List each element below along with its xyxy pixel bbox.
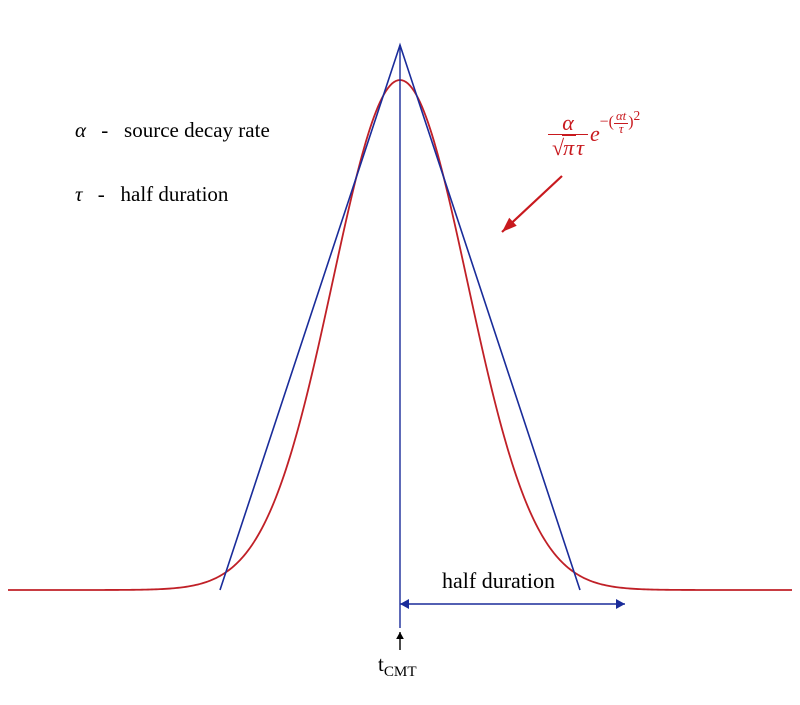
formula-exponent: −(αtτ)2	[600, 108, 641, 135]
legend-tau: τ - half duration	[75, 182, 228, 207]
legend-tau-symbol: τ	[75, 182, 93, 206]
half-duration-label: half duration	[442, 568, 555, 594]
legend-alpha-text: source decay rate	[124, 118, 270, 142]
formula-coeff-fraction: α √πτ	[548, 111, 588, 160]
legend-alpha-symbol: α	[75, 118, 96, 142]
tcmt-label: tCMT	[378, 652, 417, 681]
half-duration-arrow-left	[400, 599, 409, 609]
legend-alpha: α - source decay rate	[75, 118, 270, 143]
diagram-canvas	[0, 0, 800, 705]
legend-tau-text: half duration	[121, 182, 229, 206]
tcmt-arrow-head	[396, 632, 404, 639]
half-duration-arrow-right	[616, 599, 625, 609]
gaussian-formula: α √πτ e−(αtτ)2	[548, 108, 640, 161]
